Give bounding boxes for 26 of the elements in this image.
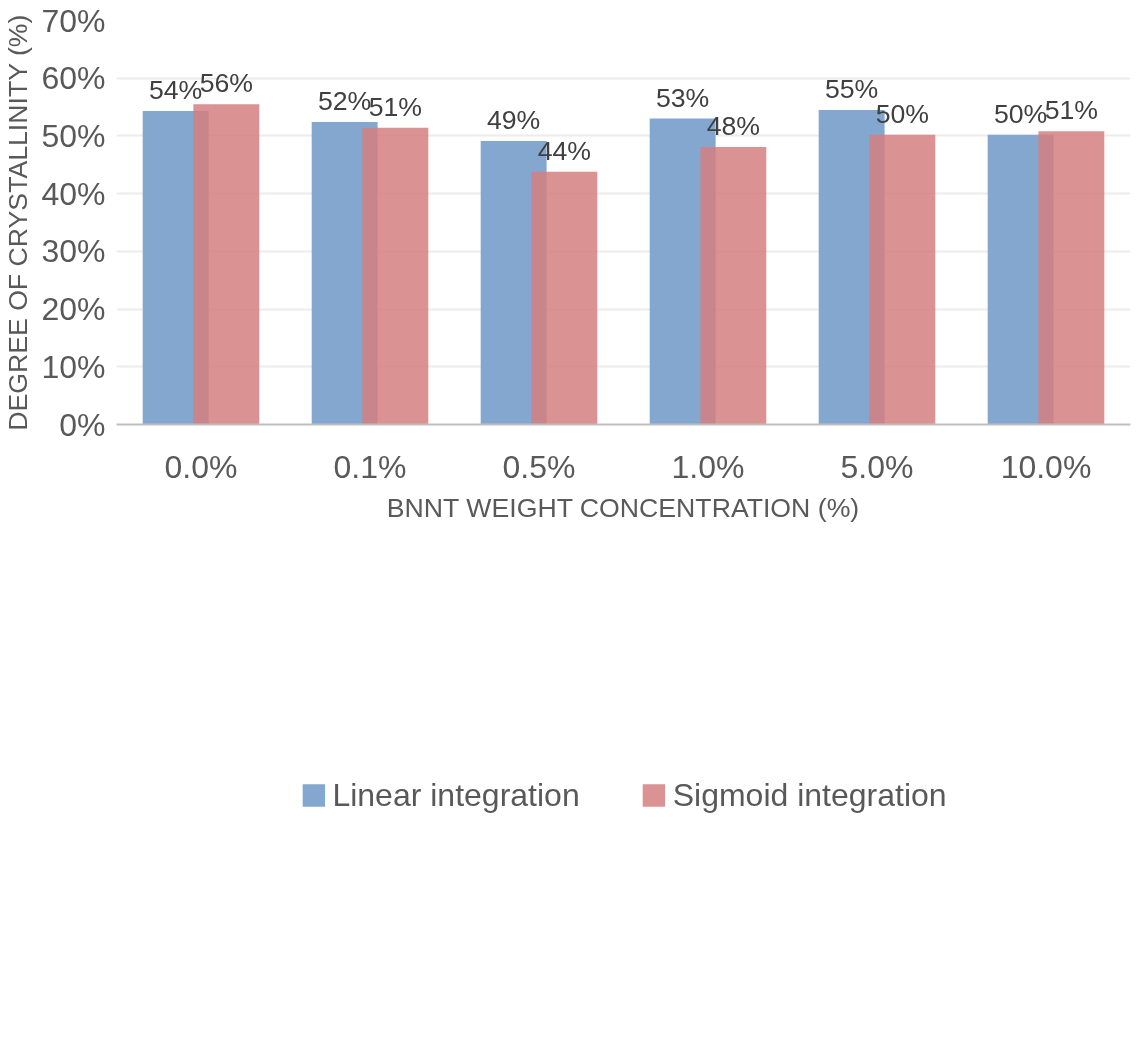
x-axis-title: BNNT WEIGHT CONCENTRATION (%): [386, 492, 860, 523]
y-tick-label: 70%: [41, 2, 106, 39]
y-tick-label: 10%: [41, 348, 106, 385]
y-tick-label: 40%: [41, 175, 106, 212]
y-tick-label: 20%: [41, 291, 106, 328]
data-label: 53%: [655, 82, 710, 113]
bar: [869, 134, 936, 425]
x-tick-label: 10.0%: [1000, 448, 1092, 485]
legend-label: Sigmoid integration: [672, 776, 947, 814]
x-tick-label: 0.1%: [333, 448, 407, 485]
y-tick-label: 50%: [41, 117, 106, 154]
bar: [362, 127, 429, 425]
legend-label: Linear integration: [332, 776, 580, 814]
bar: [700, 146, 767, 425]
y-tick-label: 0%: [59, 406, 106, 443]
x-tick-label: 0.0%: [164, 448, 238, 485]
bar: [1038, 131, 1105, 425]
bar: [531, 171, 598, 425]
y-tick-label: 30%: [41, 233, 106, 270]
x-tick-label: 0.5%: [502, 448, 576, 485]
x-tick-label: 5.0%: [840, 448, 914, 485]
data-label: 49%: [486, 105, 541, 136]
y-tick-label: 60%: [41, 60, 106, 97]
x-tick-label: 1.0%: [671, 448, 745, 485]
y-axis-title: DEGREE OF CRYSTALLINITY (%): [3, 14, 34, 431]
bar: [193, 104, 260, 425]
